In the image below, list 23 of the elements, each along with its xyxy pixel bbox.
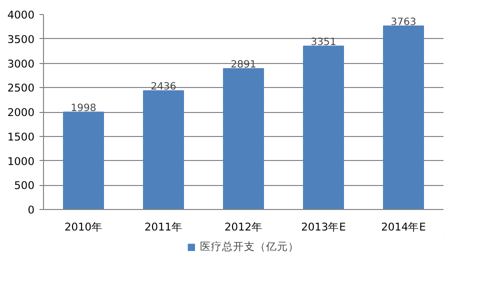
data-label: 3763 — [390, 17, 416, 28]
bar — [143, 90, 184, 210]
data-label: 1998 — [70, 103, 96, 114]
y-tick-label: 4000 — [7, 8, 35, 22]
x-tick-label: 2010年 — [64, 220, 103, 234]
y-tick-label: 1000 — [7, 154, 35, 168]
bar — [303, 46, 344, 210]
y-tick-label: 500 — [14, 179, 35, 192]
bar — [223, 68, 264, 210]
y-tick-label: 1500 — [7, 130, 35, 144]
data-label: 3351 — [310, 37, 336, 48]
y-tick-label: 3500 — [7, 32, 35, 46]
x-tick-label: 2011年 — [144, 220, 183, 234]
x-tick-label: 2014年E — [381, 220, 426, 234]
y-tick-label: 2500 — [7, 82, 35, 95]
y-tick-label: 2000 — [7, 106, 35, 119]
legend-label: 医疗总开支（亿元） — [200, 240, 299, 254]
x-tick-label: 2012年 — [224, 220, 263, 234]
bar — [383, 26, 424, 210]
y-tick-label: 0 — [28, 204, 35, 216]
x-tick-label: 2013年E — [301, 220, 346, 234]
y-tick-label: 3000 — [7, 57, 35, 70]
bar — [63, 112, 104, 210]
